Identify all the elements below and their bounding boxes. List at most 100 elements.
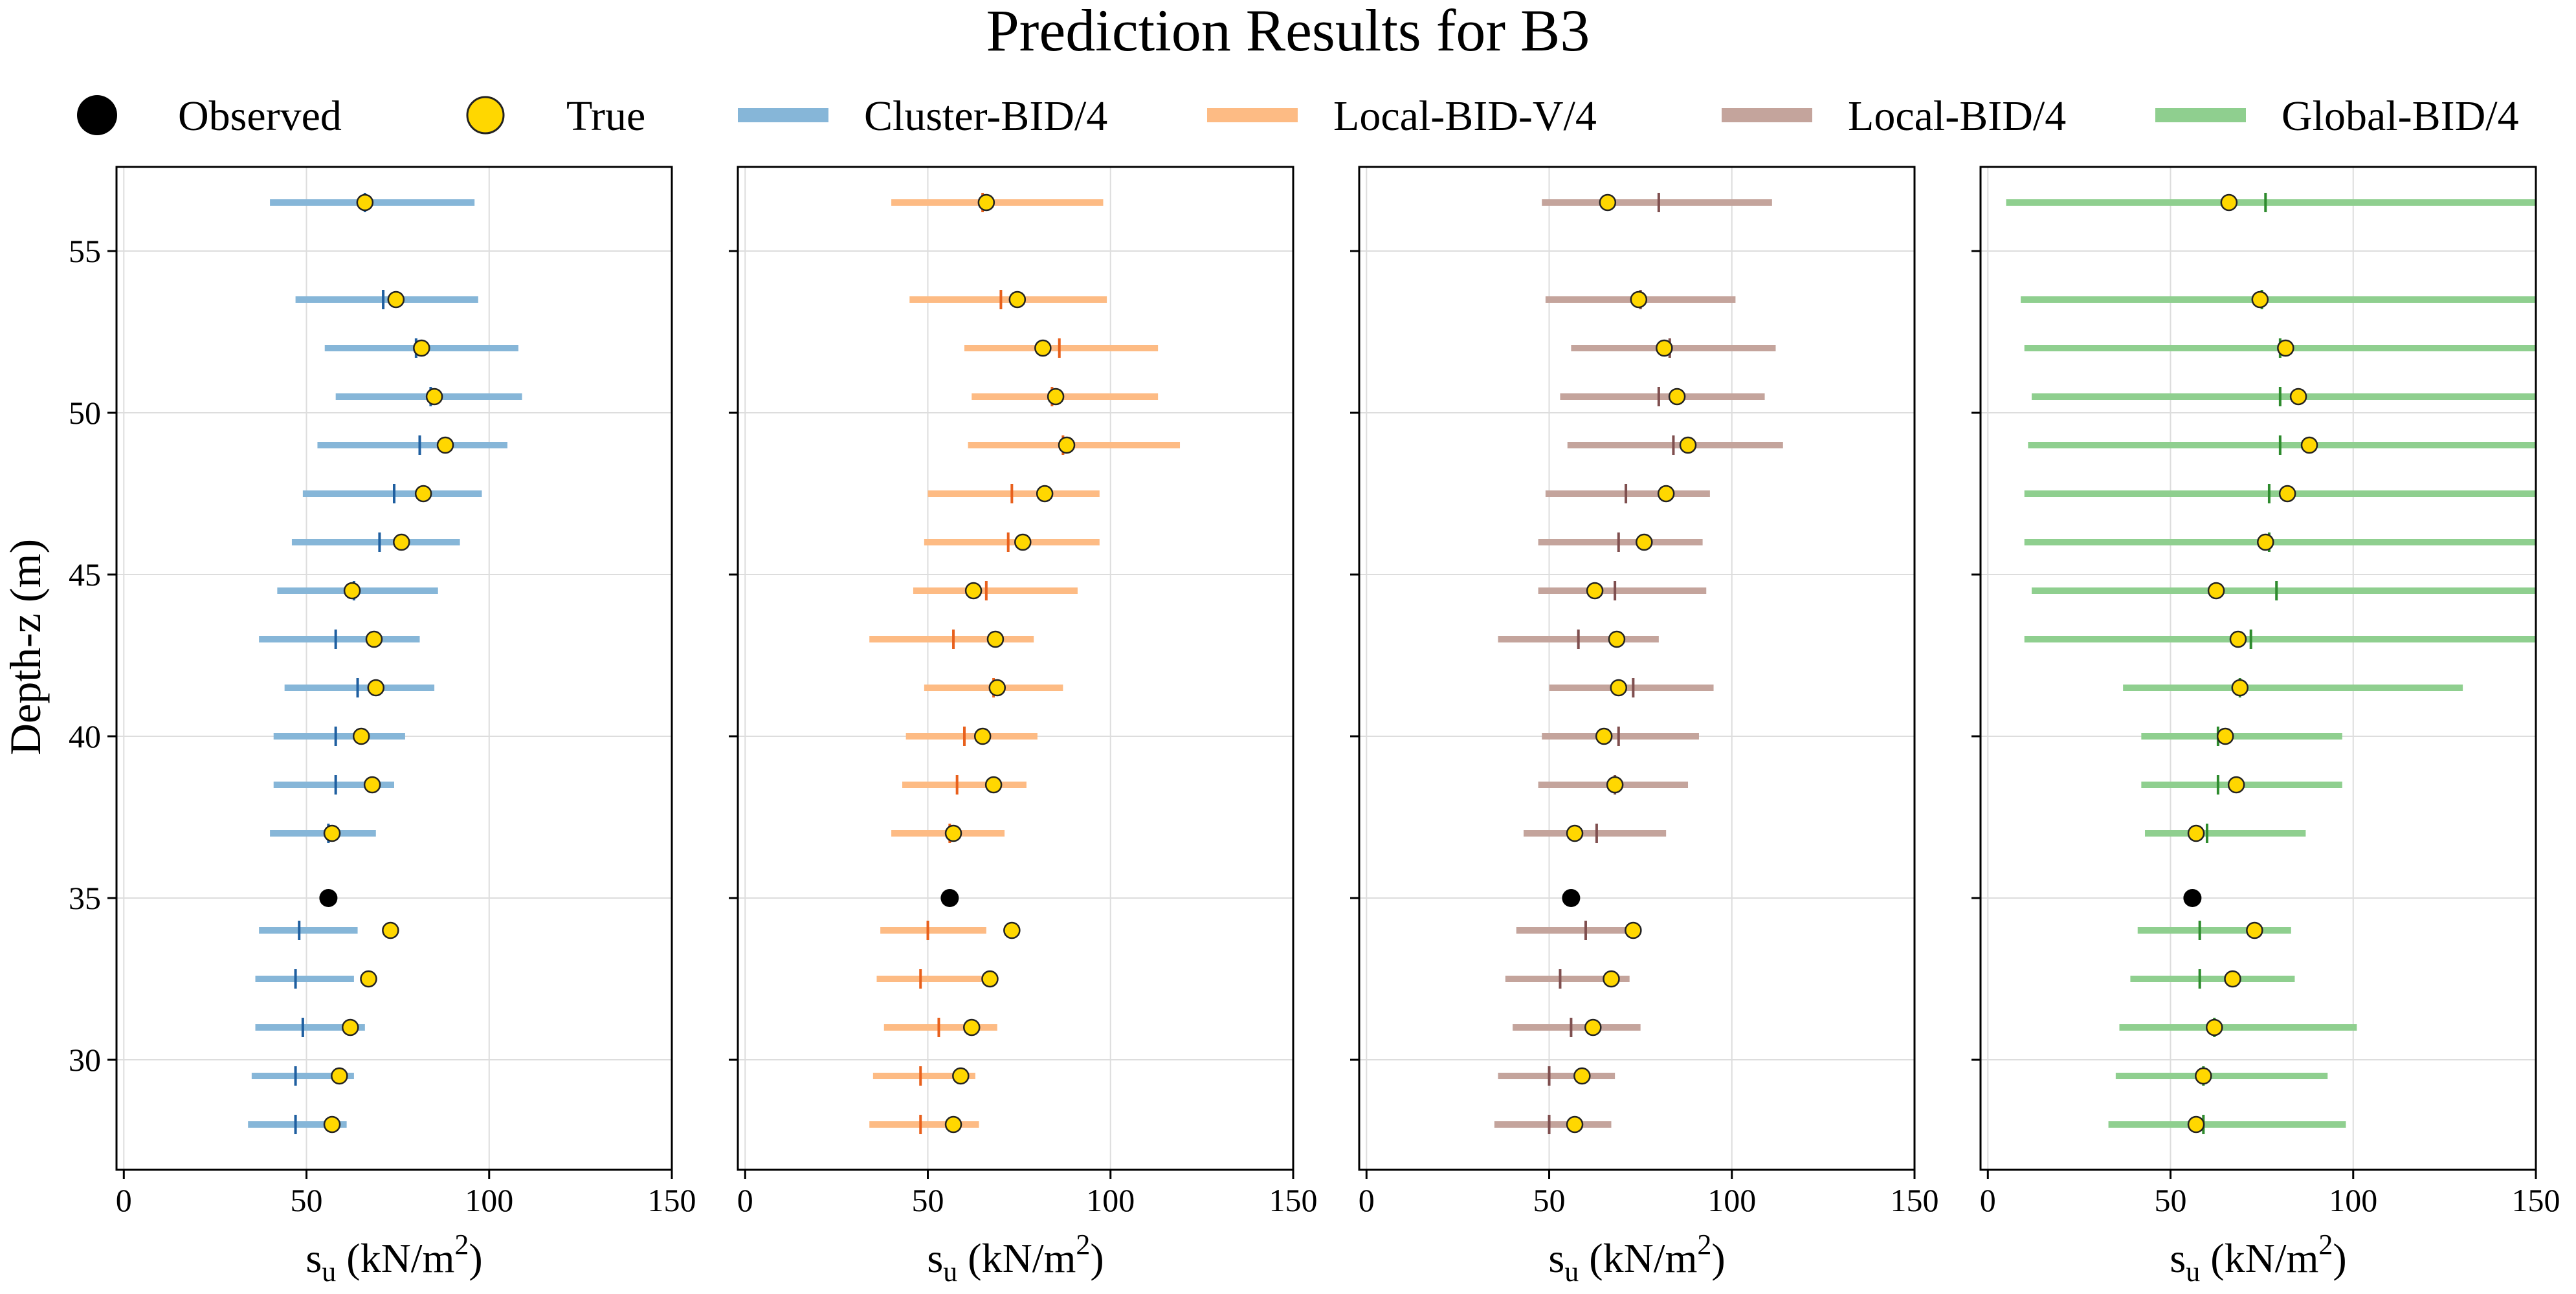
- true-point: [1584, 1018, 1602, 1036]
- true-point: [382, 921, 399, 939]
- true-point: [356, 193, 374, 212]
- x-tick-label: 100: [2329, 1182, 2377, 1218]
- true-point: [1625, 921, 1642, 939]
- y-tick-label: 55: [69, 233, 101, 269]
- true-point: [2229, 630, 2247, 648]
- true-point: [367, 679, 385, 697]
- true-point: [342, 1018, 359, 1036]
- axes-frame: [1358, 166, 1916, 1171]
- true-point: [1566, 1115, 1584, 1134]
- y-tick-label: 40: [69, 718, 101, 754]
- y-axis-label: Depth-z (m): [1, 539, 50, 755]
- plot-area: [117, 167, 672, 1170]
- true-point: [2187, 824, 2205, 842]
- y-tick-label: 30: [69, 1042, 101, 1078]
- true-point: [1586, 582, 1604, 600]
- y-tick-label: 45: [69, 556, 101, 593]
- true-point: [1608, 630, 1626, 648]
- legend-label-observed: Observed: [178, 93, 342, 140]
- x-tick-label: 0: [1359, 1182, 1375, 1218]
- axes-frame: [115, 166, 673, 1171]
- true-point: [2195, 1067, 2212, 1085]
- true-point: [323, 1115, 341, 1134]
- true-point: [1008, 291, 1027, 309]
- observed-point: [940, 889, 959, 907]
- x-axis-label: su (kN/m2): [927, 1229, 1104, 1288]
- true-point: [944, 1115, 962, 1134]
- true-point: [1657, 485, 1675, 503]
- true-point: [2278, 485, 2296, 503]
- true-point: [988, 679, 1006, 697]
- axes-frame: [737, 166, 1294, 1171]
- true-point: [2257, 533, 2274, 551]
- true-point: [973, 727, 992, 745]
- legend-marker-observed: [77, 95, 117, 135]
- true-point: [2300, 436, 2318, 454]
- observed-point: [2183, 889, 2202, 907]
- true-point: [984, 776, 1003, 794]
- true-point: [1603, 970, 1620, 988]
- true-point: [1668, 388, 1686, 406]
- x-axis-label: su (kN/m2): [305, 1229, 482, 1288]
- plot-area: [738, 167, 1293, 1170]
- x-axis-label: su (kN/m2): [1548, 1229, 1725, 1288]
- legend-label-local-bid-4: Local-BID/4: [1848, 93, 2066, 140]
- legend-label-cluster-bid-4: Cluster-BID/4: [864, 93, 1107, 140]
- y-tick-label: 35: [69, 880, 101, 916]
- true-point: [425, 388, 443, 406]
- plot-area: [1359, 167, 1915, 1170]
- true-point: [1003, 921, 1021, 939]
- legend: Observed True Cluster-BID/4 Local-BID-V/4 Lo…: [77, 93, 2519, 140]
- x-tick-label: 100: [1086, 1182, 1135, 1218]
- true-point: [2206, 1018, 2223, 1036]
- true-point: [360, 970, 377, 988]
- true-point: [963, 1018, 981, 1036]
- legend-label-global-bid-4: Global-BID/4: [2282, 93, 2519, 140]
- chart-title: Prediction Results for B3: [986, 0, 1590, 63]
- legend-label-local-bid-v-4: Local-BID-V/4: [1333, 93, 1597, 140]
- x-tick-label: 50: [1533, 1182, 1566, 1218]
- legend-label-true: True: [566, 93, 645, 140]
- true-point: [1014, 533, 1032, 551]
- true-point: [343, 582, 361, 600]
- true-point: [981, 970, 999, 988]
- true-point: [1595, 727, 1613, 745]
- true-point: [413, 339, 430, 357]
- legend-marker-true: [466, 96, 505, 135]
- true-point: [2220, 193, 2238, 212]
- true-point: [1630, 291, 1648, 309]
- true-point: [414, 485, 432, 503]
- panel-1: 0 50 100 150 30 35 40 45 50 55 su (kN/m2): [69, 166, 696, 1288]
- true-point: [2187, 1115, 2205, 1134]
- x-tick-label: 150: [648, 1182, 696, 1218]
- x-tick-label: 150: [1891, 1182, 1939, 1218]
- true-point: [986, 630, 1005, 648]
- true-point: [1656, 339, 1673, 357]
- true-point: [2224, 970, 2241, 988]
- plot-area: [1981, 167, 2536, 1170]
- true-point: [2246, 921, 2263, 939]
- true-point: [331, 1067, 348, 1085]
- panel-2: 0 50 100 150 su (kN/m2): [729, 166, 1318, 1288]
- axes-frame: [1979, 166, 2537, 1171]
- x-tick-label: 100: [465, 1182, 513, 1218]
- x-tick-label: 50: [291, 1182, 323, 1218]
- true-point: [1058, 436, 1076, 454]
- true-point: [944, 824, 962, 842]
- observed-point: [319, 889, 338, 907]
- y-tick-label: 50: [69, 395, 101, 431]
- true-point: [2216, 727, 2234, 745]
- true-point: [1610, 679, 1628, 697]
- true-point: [2289, 388, 2307, 406]
- true-point: [964, 582, 983, 600]
- x-tick-label: 0: [1980, 1182, 1996, 1218]
- true-point: [323, 824, 341, 842]
- true-point: [387, 291, 405, 309]
- true-point: [1566, 824, 1584, 842]
- true-point: [363, 776, 381, 794]
- true-point: [1047, 388, 1065, 406]
- true-point: [1573, 1067, 1591, 1085]
- true-point: [952, 1067, 970, 1085]
- true-point: [977, 193, 995, 212]
